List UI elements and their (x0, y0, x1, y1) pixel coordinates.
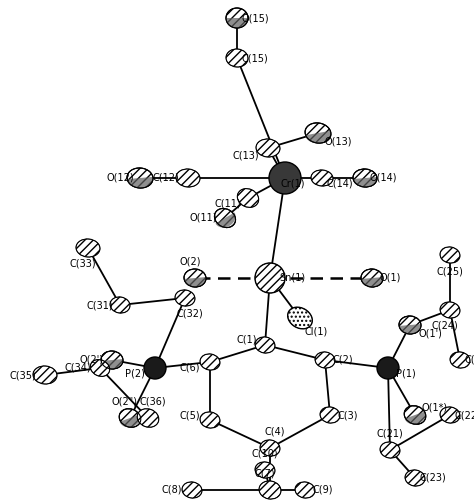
Ellipse shape (269, 162, 301, 194)
Ellipse shape (184, 269, 206, 287)
Ellipse shape (256, 139, 280, 157)
Ellipse shape (288, 307, 312, 329)
Ellipse shape (450, 352, 470, 368)
Text: C(33): C(33) (70, 259, 96, 269)
Ellipse shape (440, 302, 460, 318)
Text: C(35): C(35) (9, 370, 36, 380)
Polygon shape (216, 212, 236, 227)
Text: O(11): O(11) (189, 213, 217, 223)
Ellipse shape (182, 482, 202, 498)
Text: C(23): C(23) (419, 473, 447, 483)
Text: C(26): C(26) (465, 355, 474, 365)
Ellipse shape (226, 8, 248, 28)
Polygon shape (399, 324, 421, 334)
Ellipse shape (119, 409, 141, 427)
Text: O(12): O(12) (106, 173, 134, 183)
Ellipse shape (255, 462, 275, 478)
Polygon shape (353, 177, 377, 187)
Text: C(15): C(15) (242, 53, 268, 63)
Ellipse shape (353, 169, 377, 187)
Text: C(9): C(9) (313, 485, 333, 495)
Text: C(31): C(31) (87, 300, 113, 310)
Ellipse shape (33, 366, 57, 384)
Text: O(14): O(14) (369, 173, 397, 183)
Ellipse shape (311, 170, 333, 186)
Ellipse shape (399, 316, 421, 334)
Text: C(12): C(12) (153, 173, 179, 183)
Polygon shape (101, 359, 123, 369)
Ellipse shape (176, 169, 200, 187)
Text: C(24): C(24) (432, 321, 458, 331)
Text: O(15): O(15) (241, 13, 269, 23)
Text: C(36): C(36) (140, 397, 166, 407)
Ellipse shape (404, 406, 426, 424)
Polygon shape (305, 131, 331, 143)
Ellipse shape (76, 239, 100, 257)
Text: C(25): C(25) (437, 266, 464, 276)
Text: Sn(1): Sn(1) (279, 273, 305, 283)
Text: C(22): C(22) (455, 410, 474, 420)
Ellipse shape (440, 407, 460, 423)
Text: C(32): C(32) (177, 309, 203, 319)
Ellipse shape (101, 351, 123, 369)
Text: C(4): C(4) (265, 427, 285, 437)
Ellipse shape (255, 263, 285, 293)
Text: C(1): C(1) (237, 335, 257, 345)
Ellipse shape (175, 290, 195, 306)
Text: O(2"): O(2") (112, 397, 138, 407)
Polygon shape (119, 414, 141, 427)
Ellipse shape (255, 337, 275, 353)
Ellipse shape (440, 247, 460, 263)
Text: C(6): C(6) (180, 362, 200, 372)
Ellipse shape (237, 188, 259, 207)
Polygon shape (226, 18, 248, 28)
Ellipse shape (144, 357, 166, 379)
Ellipse shape (295, 482, 315, 498)
Text: C(14): C(14) (327, 178, 353, 188)
Ellipse shape (214, 208, 236, 227)
Text: C(11): C(11) (215, 198, 241, 208)
Text: C(13): C(13) (233, 151, 259, 161)
Ellipse shape (361, 269, 383, 287)
Text: C(21): C(21) (377, 429, 403, 439)
Text: C(8): C(8) (162, 485, 182, 495)
Text: C(34): C(34) (64, 363, 91, 373)
Text: O(13): O(13) (324, 136, 352, 146)
Ellipse shape (259, 481, 281, 499)
Text: C(3): C(3) (338, 410, 358, 420)
Ellipse shape (226, 49, 248, 67)
Ellipse shape (127, 168, 153, 188)
Ellipse shape (377, 357, 399, 379)
Ellipse shape (320, 407, 340, 423)
Ellipse shape (260, 440, 280, 456)
Text: O(2): O(2) (179, 257, 201, 267)
Ellipse shape (380, 442, 400, 458)
Text: O(1*): O(1*) (422, 402, 448, 412)
Text: C(2): C(2) (333, 355, 353, 365)
Ellipse shape (305, 123, 331, 143)
Text: C(5): C(5) (180, 410, 201, 420)
Ellipse shape (200, 412, 220, 428)
Polygon shape (405, 411, 426, 424)
Text: O(1'): O(1') (418, 328, 442, 338)
Text: P(2): P(2) (125, 368, 145, 378)
Text: Cl(1): Cl(1) (304, 327, 328, 337)
Text: C(10): C(10) (252, 449, 278, 459)
Ellipse shape (137, 409, 159, 427)
Text: O(1): O(1) (379, 273, 401, 283)
Ellipse shape (91, 360, 109, 376)
Text: O(2'): O(2') (80, 355, 104, 365)
Ellipse shape (200, 354, 220, 370)
Ellipse shape (110, 297, 130, 313)
Polygon shape (361, 277, 383, 287)
Polygon shape (184, 277, 206, 287)
Text: Cr(1): Cr(1) (281, 178, 305, 188)
Text: P(1): P(1) (396, 368, 416, 378)
Text: C(7): C(7) (255, 469, 275, 479)
Polygon shape (127, 177, 153, 188)
Ellipse shape (315, 352, 335, 368)
Ellipse shape (405, 470, 425, 486)
